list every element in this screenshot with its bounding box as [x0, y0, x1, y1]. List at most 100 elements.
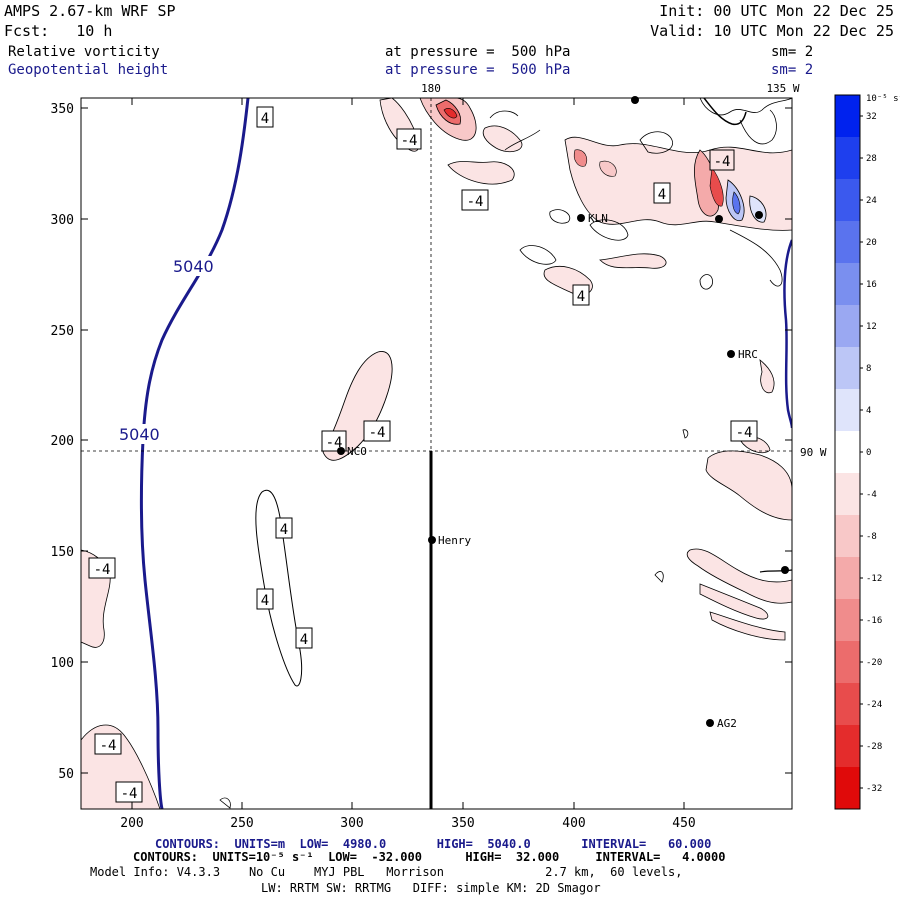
field2-smooth: sm= 2	[771, 62, 814, 78]
colorbar-tick-label: 16	[866, 280, 877, 290]
colorbar-tick-label: -28	[866, 742, 882, 752]
vort-label: 4	[280, 522, 288, 538]
colorbar: 32 28 24 20 16 12 8 4 0 -4 -8 -12 -16 -20 -24 -28 -32	[835, 95, 882, 810]
y-tick-label: 300	[51, 213, 74, 228]
y-tick-label: 50	[58, 767, 74, 782]
station-marker	[755, 211, 763, 219]
forecast-hour: Fcst: 10 h	[4, 22, 113, 40]
station-marker	[428, 536, 436, 544]
footer-model-info: Model Info: V4.3.3 No Cu MYJ PBL Morriso…	[90, 865, 683, 879]
vort-label: 4	[300, 632, 308, 648]
vort-label: -4	[736, 425, 753, 441]
colorbar-segment	[835, 515, 860, 558]
vorticity-area	[709, 167, 724, 207]
station-label: NCO	[347, 445, 367, 458]
colorbar-segment	[835, 389, 860, 432]
vort-label: 4	[658, 187, 666, 203]
station-marker	[715, 215, 723, 223]
colorbar-tick-label: 0	[866, 448, 871, 458]
colorbar-tick-label: -8	[866, 532, 877, 542]
valid-time: Valid: 10 UTC Mon 22 Dec 25	[650, 22, 894, 40]
station-label: Henry	[438, 534, 471, 547]
colorbar-segment	[835, 683, 860, 726]
station-marker	[631, 96, 639, 104]
colorbar-tick-label: 24	[866, 196, 877, 206]
colorbar-tick-label: 4	[866, 406, 871, 416]
vort-label: -4	[369, 425, 386, 441]
vorticity-field	[81, 98, 792, 809]
station-marker	[727, 350, 735, 358]
plot-frame	[80, 97, 793, 810]
height-label: 5040	[173, 257, 214, 276]
x-axis-ticks	[131, 98, 685, 809]
model-title: AMPS 2.67-km WRF SP	[4, 2, 176, 20]
colorbar-segment	[835, 641, 860, 684]
vorticity-area	[482, 125, 523, 153]
vort-label: -4	[326, 435, 343, 451]
colorbar-segment	[835, 347, 860, 390]
colorbar-segment	[835, 557, 860, 600]
vort-label: -4	[467, 194, 484, 210]
field2-level: at pressure = 500 hPa	[385, 62, 571, 78]
vorticity-area	[705, 450, 792, 521]
vort-label: 4	[577, 289, 585, 305]
colorbar-segment	[835, 95, 860, 138]
station-label: HRC	[738, 348, 758, 361]
colorbar-tick-label: 12	[866, 322, 877, 332]
colorbar-frame	[834, 94, 861, 810]
vort-label: 4	[261, 593, 269, 609]
colorbar-tick-label: 28	[866, 154, 877, 164]
colorbar-tick-label: 32	[866, 112, 877, 122]
height-contour-5040	[139, 98, 250, 809]
vorticity-area	[686, 548, 792, 604]
lon-label-90w: 90 W	[800, 446, 827, 459]
colorbar-segment	[835, 599, 860, 642]
y-tick-label: 150	[51, 545, 74, 560]
x-tick-label: 250	[230, 816, 253, 831]
station-label: KLN	[588, 212, 608, 225]
colorbar-segment	[835, 767, 860, 810]
height-label: 5040	[119, 425, 160, 444]
lon-label-180: 180	[421, 82, 441, 95]
colorbar-tick-label: 8	[866, 364, 871, 374]
height-contour-5040-east	[783, 239, 792, 429]
colorbar-segment	[835, 473, 860, 516]
y-tick-label: 100	[51, 656, 74, 671]
colorbar-segment	[835, 305, 860, 348]
vort-label: -4	[714, 154, 731, 170]
vorticity-area	[443, 108, 458, 119]
colorbar-tick-label: -20	[866, 658, 882, 668]
x-tick-label: 350	[451, 816, 474, 831]
x-tick-label: 300	[340, 816, 363, 831]
y-tick-label: 250	[51, 324, 74, 339]
colorbar-segment	[835, 179, 860, 222]
colorbar-tick-label: 20	[866, 238, 877, 248]
colorbar-segment	[835, 431, 860, 474]
footer-vorticity-contours: CONTOURS: UNITS=10⁻⁵ s⁻¹ LOW= -32.000 HI…	[133, 850, 726, 864]
x-tick-label: 200	[120, 816, 143, 831]
station-marker	[706, 719, 714, 727]
vorticity-area	[732, 191, 741, 215]
colorbar-segment	[835, 725, 860, 768]
footer-physics-info: LW: RRTM SW: RRTMG DIFF: simple KM: 2D S…	[261, 881, 601, 895]
vort-label: -4	[100, 738, 117, 754]
y-tick-label: 200	[51, 434, 74, 449]
colorbar-tick-label: -24	[866, 700, 882, 710]
colorbar-tick-label: -32	[866, 784, 882, 794]
station-marker	[781, 566, 789, 574]
vort-label: -4	[94, 562, 111, 578]
colorbar-unit: 10⁻⁵ s⁻¹	[866, 94, 900, 104]
lon-label-135w: 135 W	[766, 82, 799, 95]
field2-name: Geopotential height	[8, 62, 169, 78]
station-marker	[577, 214, 585, 222]
station-marker	[337, 447, 345, 455]
y-axis-ticks	[81, 107, 792, 774]
colorbar-tick-label: -12	[866, 574, 882, 584]
colorbar-segment	[835, 221, 860, 264]
vort-label: -4	[401, 133, 418, 149]
vort-label: -4	[121, 786, 138, 802]
stations	[337, 96, 789, 727]
x-tick-label: 400	[562, 816, 585, 831]
field1-smooth: sm= 2	[771, 44, 814, 60]
